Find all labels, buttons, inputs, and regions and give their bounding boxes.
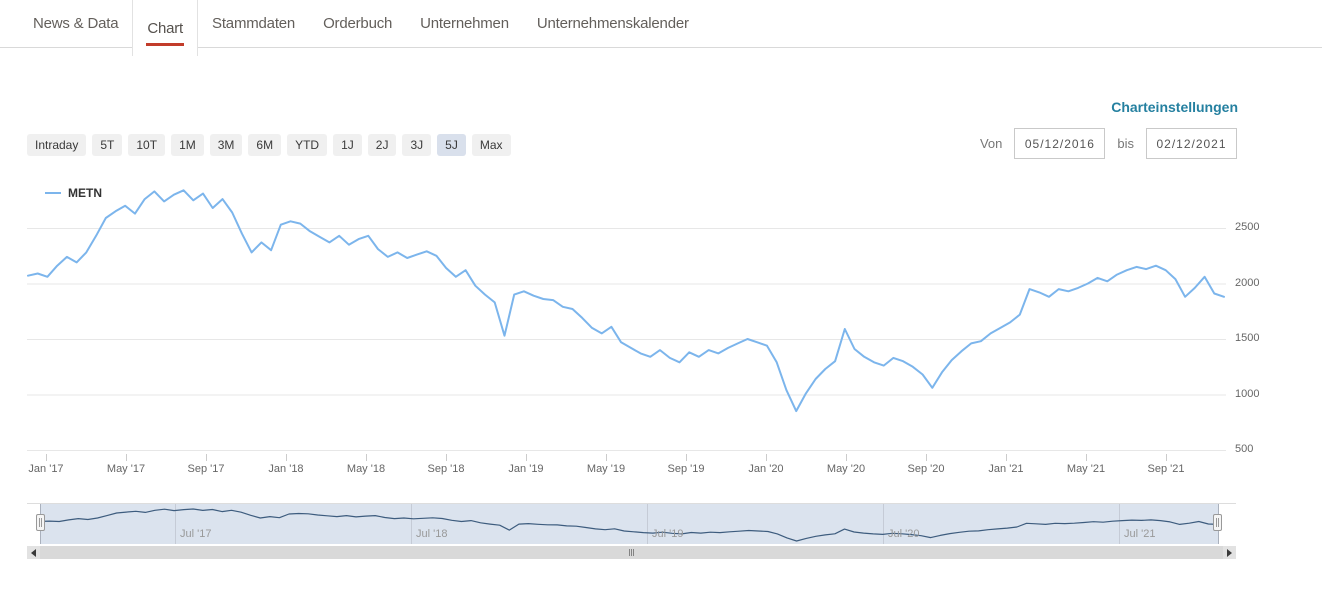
tab-bar: News & Data Chart Stammdaten Orderbuch Unter…	[0, 0, 1322, 56]
price-chart[interactable]: METN 2500 2000 1500 1000 500 Jan '17 May '17 S…	[0, 185, 1322, 475]
price-chart-svg[interactable]	[0, 185, 1322, 467]
x-axis-label: Sep '21	[1147, 463, 1185, 475]
tab-label: Unternehmen	[420, 15, 509, 32]
range-button-6m[interactable]: 6M	[248, 134, 282, 156]
tab-label: Stammdaten	[212, 15, 296, 32]
scrollbar-left-arrow-button[interactable]	[27, 546, 40, 559]
tab-label: Unternehmenskalender	[536, 15, 689, 32]
date-from-input[interactable]	[1014, 128, 1106, 159]
x-axis-label: May '19	[586, 463, 626, 475]
navigator-label: Jul '17	[180, 528, 212, 540]
x-axis-label: May '18	[346, 463, 386, 475]
range-button-3m[interactable]: 3M	[209, 134, 243, 156]
tab-label: Chart	[146, 19, 184, 46]
x-axis-ticks	[46, 454, 1167, 461]
range-button-1m[interactable]: 1M	[171, 134, 204, 156]
tab-unternehmen[interactable]: Unternehmen	[406, 0, 523, 47]
right-arrow-icon	[1227, 548, 1232, 557]
navigator-label: Jul '18	[416, 528, 448, 540]
x-axis-label: Sep '18	[427, 463, 465, 475]
chart-settings-link[interactable]: Charteinstellungen	[1111, 99, 1238, 115]
left-arrow-icon	[31, 548, 36, 557]
tab-orderbuch[interactable]: Orderbuch	[309, 0, 406, 47]
x-axis-label: Sep '20	[907, 463, 945, 475]
x-axis-label: May '17	[106, 463, 146, 475]
x-axis-label: Jan '17	[28, 463, 64, 475]
legend-series-name: METN	[68, 186, 102, 200]
horizontal-gridlines	[27, 228, 1226, 451]
y-axis-label: 500	[1235, 443, 1254, 455]
navigator-right-handle[interactable]	[1213, 514, 1222, 531]
x-axis-label: May '21	[1066, 463, 1106, 475]
navigator-series-line	[39, 508, 1219, 542]
scrollbar-grip-icon	[633, 549, 634, 556]
range-button-intraday[interactable]: Intraday	[27, 134, 87, 156]
range-button-ytd[interactable]: YTD	[287, 134, 328, 156]
date-range: Von bis	[980, 128, 1237, 159]
scrollbar-grip-icon	[631, 549, 632, 556]
navigator-svg[interactable]	[0, 503, 1322, 545]
navigator-label: Jul '19	[652, 528, 684, 540]
tab-news-data[interactable]: News & Data	[19, 0, 132, 47]
scrollbar-grip-icon	[629, 549, 630, 556]
navigator-label: Jul '20	[888, 528, 920, 540]
range-toolbar: Intraday 5T 10T 1M 3M 6M YTD 1J 2J 3J 5J Max	[27, 134, 511, 156]
tab-label: Orderbuch	[323, 15, 393, 32]
tab-unternehmenskalender[interactable]: Unternehmenskalender	[523, 0, 703, 47]
price-series-line	[27, 189, 1225, 413]
navigator-left-handle[interactable]	[36, 514, 45, 531]
chart-navigator[interactable]: Jul '17 Jul '18 Jul '19 Jul '20 Jul '21	[0, 503, 1322, 545]
y-axis-label: 2000	[1235, 276, 1260, 289]
legend-line-icon	[45, 192, 61, 194]
y-axis-label: 1500	[1235, 332, 1260, 344]
tab-chart[interactable]: Chart	[132, 0, 199, 56]
y-axis-label: 1000	[1235, 387, 1260, 400]
range-button-5j[interactable]: 5J	[437, 134, 466, 156]
range-button-2j[interactable]: 2J	[367, 134, 397, 156]
range-button-3j[interactable]: 3J	[402, 134, 432, 156]
navigator-scrollbar[interactable]	[27, 546, 1236, 559]
date-to-label: bis	[1117, 136, 1134, 151]
date-to-input[interactable]	[1146, 128, 1237, 159]
tab-stammdaten[interactable]: Stammdaten	[198, 0, 309, 47]
x-axis-label: Jan '19	[508, 463, 544, 475]
range-button-5t[interactable]: 5T	[92, 134, 123, 156]
x-axis-label: Jan '21	[988, 463, 1024, 475]
y-axis-label: 2500	[1235, 221, 1260, 233]
x-axis-label: Jan '20	[748, 463, 784, 475]
scrollbar-right-arrow-button[interactable]	[1223, 546, 1236, 559]
navigator-label: Jul '21	[1124, 528, 1156, 540]
tab-label: News & Data	[33, 15, 119, 32]
range-button-10t[interactable]: 10T	[128, 134, 166, 156]
x-axis-label: May '20	[826, 463, 866, 475]
chart-legend[interactable]: METN	[45, 186, 102, 200]
date-from-label: Von	[979, 136, 1003, 151]
scrollbar-thumb[interactable]	[40, 546, 1223, 559]
range-button-max[interactable]: Max	[471, 134, 511, 156]
x-axis-label: Jan '18	[268, 463, 304, 475]
range-button-1j[interactable]: 1J	[333, 134, 362, 156]
x-axis-label: Sep '17	[187, 463, 225, 475]
x-axis-label: Sep '19	[667, 463, 705, 475]
